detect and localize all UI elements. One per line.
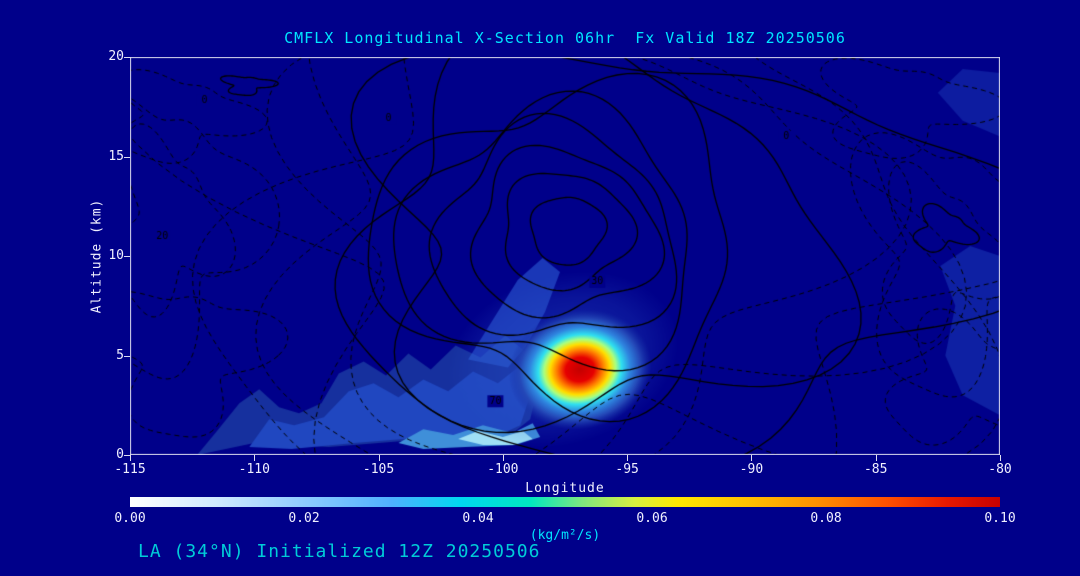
initialization-info-text: LA (34°N) Initialized 12Z 20250506 xyxy=(138,541,541,562)
colorbar xyxy=(130,497,1000,507)
colorbar-tick-label: 0.10 xyxy=(984,511,1016,526)
y-tick-mark xyxy=(124,355,130,357)
x-tick-mark xyxy=(130,455,131,461)
x-tick-mark xyxy=(875,455,877,461)
y-tick-mark xyxy=(124,156,130,158)
colorbar-tick-label: 0.08 xyxy=(810,511,842,526)
x-tick-mark xyxy=(627,455,629,461)
x-tick-label: -90 xyxy=(739,462,764,477)
x-tick-mark xyxy=(1000,455,1001,461)
y-tick-mark xyxy=(124,256,130,257)
plot-area xyxy=(130,57,1000,455)
y-tick-label: 15 xyxy=(108,148,124,164)
x-tick-mark xyxy=(254,455,256,461)
colorbar-tick-label: 0.06 xyxy=(636,511,668,526)
colorbar-tick-label: 0.04 xyxy=(462,511,494,526)
chart-title: CMFLX Longitudinal X-Section 06hr Fx Val… xyxy=(284,29,846,47)
y-tick-mark xyxy=(124,57,130,58)
x-tick-mark xyxy=(751,455,753,461)
colorbar-units-label: (kg/m²/s) xyxy=(529,528,601,543)
x-tick-mark xyxy=(378,455,380,461)
x-tick-label: -85 xyxy=(863,462,888,477)
y-tick-label: 10 xyxy=(108,248,124,263)
colorbar-tick-label: 0.02 xyxy=(288,511,320,526)
x-tick-label: -115 xyxy=(114,462,146,477)
y-tick-mark xyxy=(124,455,130,456)
x-tick-label: -105 xyxy=(362,462,395,477)
x-tick-label: -110 xyxy=(238,462,270,477)
x-tick-label: -80 xyxy=(988,462,1012,477)
colorbar-tick-label: 0.00 xyxy=(114,511,146,526)
contour-plot-canvas xyxy=(130,57,1000,455)
y-tick-label: 5 xyxy=(116,347,124,363)
y-tick-label: 20 xyxy=(108,49,124,64)
x-tick-label: -95 xyxy=(615,462,639,477)
x-tick-label: -100 xyxy=(487,462,519,477)
x-tick-mark xyxy=(502,455,504,461)
x-axis-label: Longitude xyxy=(525,481,605,496)
y-tick-label: 0 xyxy=(116,447,124,462)
